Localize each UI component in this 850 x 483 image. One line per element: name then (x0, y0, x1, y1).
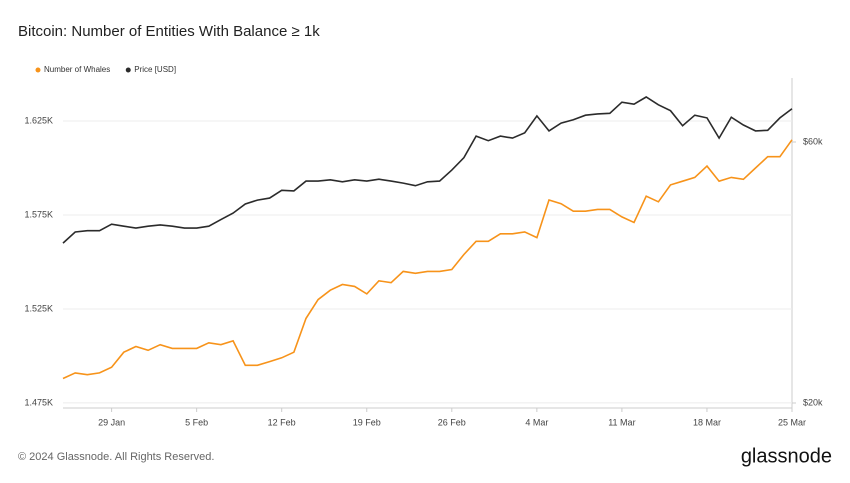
legend-marker (35, 67, 41, 73)
y-tick-label: 1.575K (24, 209, 53, 219)
y2-tick-label: $20k (803, 397, 823, 407)
footer: © 2024 Glassnode. All Rights Reserved. (18, 451, 214, 463)
legend-label: Number of Whales (44, 65, 110, 74)
x-tick-label: 19 Feb (353, 417, 381, 427)
y-tick-label: 1.475K (24, 397, 53, 407)
x-tick-label: 18 Mar (693, 417, 721, 427)
x-tick-label: 12 Feb (268, 417, 296, 427)
data-line (62, 139, 793, 380)
legend-label: Price [USD] (134, 65, 176, 74)
x-tick-label: 5 Feb (185, 417, 208, 427)
y2-tick-label: $60k (803, 136, 823, 146)
x-tick-label: 26 Feb (438, 417, 466, 427)
y-tick-label: 1.525K (24, 303, 53, 313)
x-tick-label: 25 Mar (778, 417, 806, 427)
y-tick-label: 1.625K (24, 115, 53, 125)
chart-title: Bitcoin: Number of Entities With Balance… (18, 23, 320, 40)
x-tick-label: 4 Mar (525, 417, 548, 427)
legend-marker (125, 67, 131, 73)
data-line (62, 96, 793, 244)
brand-logo: glassnode (741, 445, 832, 467)
x-tick-label: 11 Mar (608, 417, 635, 427)
x-tick-label: 29 Jan (98, 417, 125, 427)
